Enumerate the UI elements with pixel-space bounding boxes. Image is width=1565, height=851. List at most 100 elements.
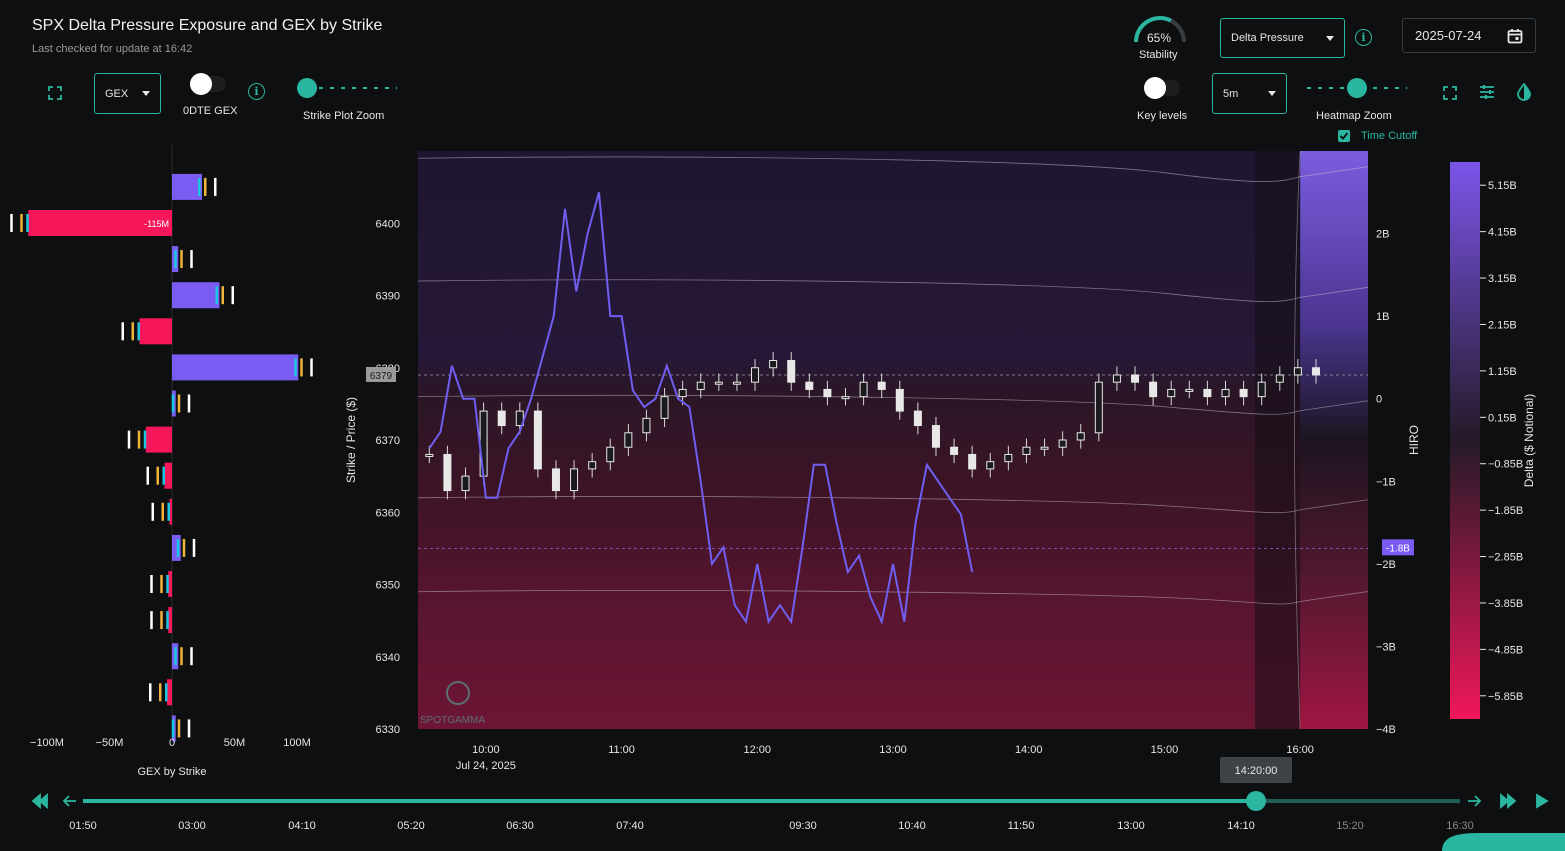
candle-body [751,367,760,383]
hiro-current-label: -1.8B [1386,543,1410,554]
time-x-tick: 13:00 [879,744,907,756]
candle-body [479,410,488,477]
fullscreen-icon[interactable] [1441,84,1459,102]
gex-level-tick [231,286,234,305]
chevron-down-icon [1268,91,1276,96]
time-cutoff-checkbox[interactable] [1338,130,1350,142]
timeline-label: 15:20 [1336,820,1364,832]
gex-bar [164,462,172,489]
time-x-tick: 14:00 [1015,744,1043,756]
colorbar-tick: 2.15B [1488,319,1517,331]
gex-bar [169,498,172,525]
gex-level-tick [190,250,193,269]
gex-level-tick [143,430,147,449]
hiro-y-tick: −1B [1376,476,1396,488]
slider-thumb[interactable] [1347,78,1367,98]
hiro-y-label: HIRO [1407,425,1421,455]
gex-level-tick [198,177,201,196]
candle-body [1275,374,1284,383]
colorbar-tick: 4.15B [1488,227,1517,239]
mode-select[interactable]: Delta Pressure [1220,18,1345,58]
price-y-tick: 6360 [376,507,400,519]
hiro-series [428,192,974,625]
price-y-label: Strike / Price ($) [344,397,358,483]
gex-bar [28,210,172,236]
slider-thumb[interactable] [297,78,317,98]
colorbar-tick: 1.15B [1488,366,1517,378]
interval-select[interactable]: 5m [1212,73,1287,114]
gex-level-tick [151,502,154,521]
interval-select-value: 5m [1223,87,1239,100]
timeline-label: 05:20 [397,820,425,832]
gex-bar [172,354,299,381]
timeline-tooltip-text: 14:20:00 [1235,765,1278,777]
odte-gex-toggle[interactable] [190,73,226,95]
candle-body [1112,374,1121,383]
colorbar-tick: −5.85B [1488,691,1523,703]
colorbar-tick: −2.85B [1488,552,1523,564]
candle-body [1167,388,1176,398]
candle-body [515,410,524,427]
candle-body [660,396,669,419]
main-axes: 640063906380637063606350634063306379Stri… [344,218,1421,772]
timeline-label: 07:40 [616,820,644,832]
candle-body [461,475,470,492]
candle-body [1040,446,1049,450]
gex-level-tick [174,250,177,269]
hiro-y-tick: 0 [1376,394,1382,406]
toggle-knob [1144,77,1166,99]
play-icon[interactable] [1536,793,1549,809]
timeline-label: 04:10 [288,820,316,832]
fast-forward-icon[interactable] [1500,793,1517,809]
strike-zoom-slider[interactable] [297,78,397,98]
gex-level-tick [166,611,169,630]
gex-select[interactable]: GEX [94,73,161,114]
gex-level-tick [204,177,207,196]
arrow-left-icon[interactable] [62,795,76,807]
rewind-icon[interactable] [31,793,48,809]
gex-select-value: GEX [105,87,129,100]
gex-level-tick [160,611,163,630]
gex-level-tick [214,177,217,196]
hiro-current-badge [1382,539,1414,556]
gex-level-tick [156,466,159,485]
calendar-icon[interactable] [1507,28,1523,44]
gex-level-tick [177,719,181,738]
colorbar-gradient [1450,162,1480,719]
timeline-label: 10:40 [898,820,926,832]
timeline-label: 13:00 [1117,820,1145,832]
gex-bar [172,534,181,561]
contour-line [417,394,1369,415]
info-icon[interactable]: i [248,83,265,100]
time-cutoff-label: Time Cutoff [1361,130,1418,142]
gex-level-tick [131,322,134,341]
fullscreen-icon[interactable] [46,84,64,102]
settings-sliders-icon[interactable] [1478,83,1496,101]
timeline-thumb[interactable] [1246,791,1266,811]
gex-level-tick [150,611,153,630]
candle-body [1221,388,1230,398]
candle-body [931,425,940,448]
odte-gex-label: 0DTE GEX [183,105,238,117]
gex-level-tick [127,430,131,449]
timeline-scrubber[interactable]: 01:50 03:00 04:10 05:20 06:30 07:40 09:30 10:40… [0,755,1565,851]
arrow-right-icon[interactable] [1468,795,1482,807]
gex-level-tick [171,719,175,738]
candle-body [1239,388,1248,398]
gex-bar-label: -115M [144,219,169,229]
candle-body [986,461,995,470]
gex-level-tick [192,538,196,557]
key-levels-toggle[interactable] [1144,77,1180,99]
price-y-tick: 6370 [376,435,400,447]
gex-by-strike-chart: -115M −100M −50M 0 50M 100M GEX by Strike [10,145,313,778]
candle-body [551,468,560,492]
candle-body [642,417,651,434]
info-icon[interactable]: i [1355,29,1372,46]
gex-level-tick [146,466,149,485]
heatmap-zoom-slider[interactable] [1307,78,1407,98]
timeline-label: 03:00 [178,820,206,832]
candle-body [443,453,452,492]
contrast-icon[interactable] [1515,83,1533,101]
gex-bar [172,173,202,200]
date-picker[interactable]: 2025-07-24 [1402,18,1536,53]
